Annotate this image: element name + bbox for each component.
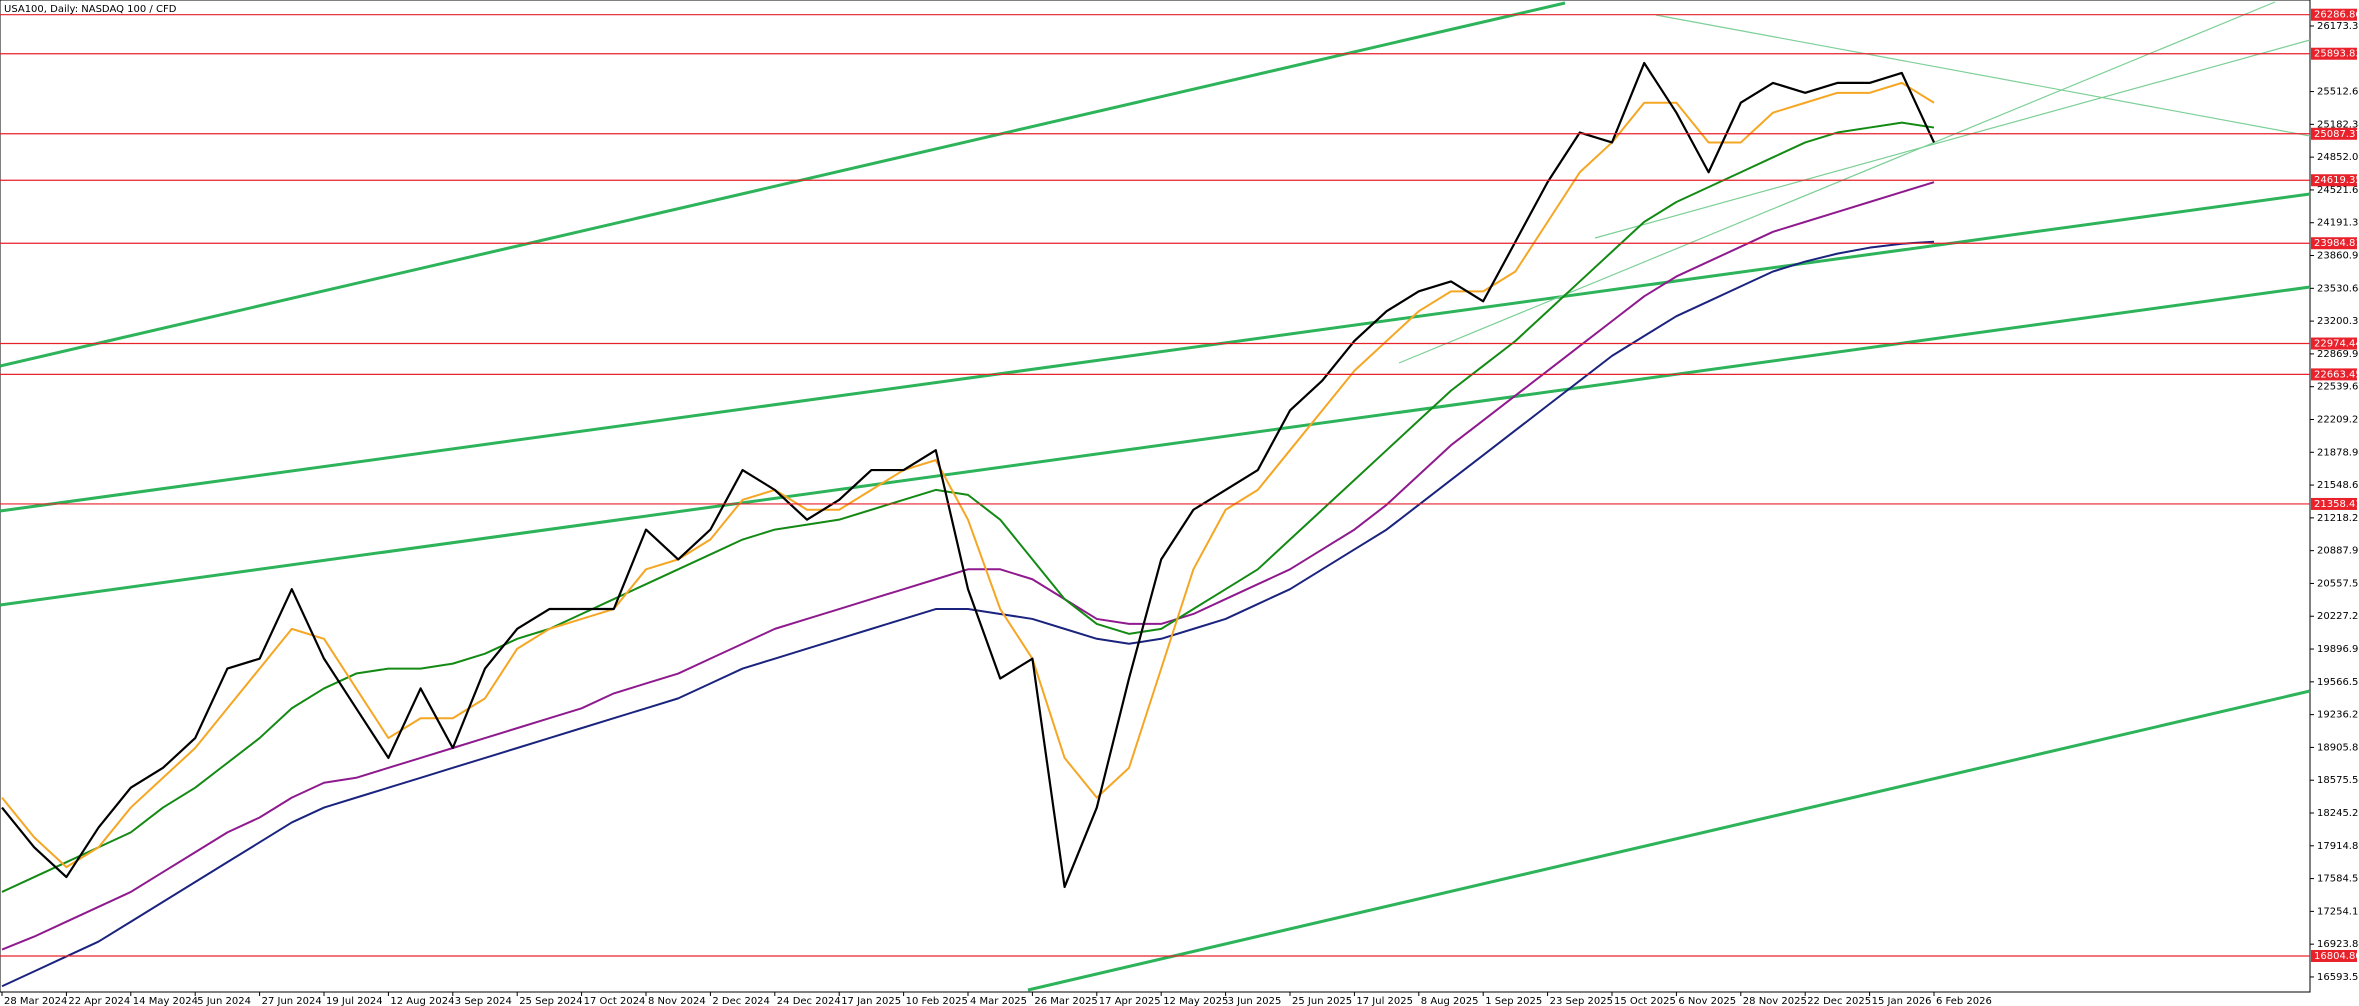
y-tick-label: 23530.64 — [2317, 283, 2359, 294]
level-label: 25893.83 — [2314, 49, 2359, 60]
y-tick-label: 19236.22 — [2317, 710, 2359, 721]
level-label-box — [2311, 174, 2357, 187]
level-label-box — [2311, 949, 2357, 962]
x-tick-label: 28 Nov 2025 — [1743, 996, 1807, 1006]
x-tick-label: 22 Dec 2025 — [1807, 996, 1871, 1006]
level-label: 22663.45 — [2314, 369, 2359, 380]
trendline — [0, 192, 2311, 513]
y-tick-label: 18905.88 — [2317, 742, 2359, 753]
y-tick-label: 21548.60 — [2317, 480, 2359, 491]
level-label-box — [2311, 47, 2357, 60]
y-tick-label: 20887.92 — [2317, 546, 2359, 557]
chart-title: USA100, Daily: NASDAQ 100 / CFD — [4, 4, 177, 15]
y-tick-label: 19896.90 — [2317, 644, 2359, 655]
y-tick-label: 23860.98 — [2317, 251, 2359, 262]
y-tick-label: 24521.66 — [2317, 185, 2359, 196]
level-label: 16804.80 — [2314, 951, 2359, 962]
y-tick-label: 19566.56 — [2317, 677, 2359, 688]
y-tick-label: 16923.84 — [2317, 939, 2359, 950]
x-tick-label: 23 Sep 2025 — [1550, 996, 1613, 1006]
x-tick-label: 1 Sep 2025 — [1485, 996, 1542, 1006]
x-tick-label: 12 Aug 2024 — [390, 996, 454, 1006]
level-label-box — [2311, 127, 2357, 140]
x-tick-label: 3 Jun 2025 — [1228, 996, 1282, 1006]
y-tick-label: 18575.54 — [2317, 775, 2359, 786]
trendline — [1398, 1, 2276, 364]
x-tick-label: 22 Apr 2024 — [68, 996, 130, 1006]
y-tick-label: 26173.36 — [2317, 21, 2359, 32]
series-line — [1, 121, 1935, 893]
x-tick-label: 26 Mar 2025 — [1034, 996, 1097, 1006]
x-tick-label: 8 Nov 2024 — [648, 996, 706, 1006]
x-tick-label: 17 Apr 2025 — [1099, 996, 1161, 1006]
x-tick-label: 15 Oct 2025 — [1614, 996, 1676, 1006]
x-tick-label: 15 Jan 2026 — [1872, 996, 1932, 1006]
x-tick-label: 12 May 2025 — [1163, 996, 1228, 1006]
x-tick-label: 10 Feb 2025 — [906, 996, 968, 1006]
x-tick-label: 5 Jun 2024 — [197, 996, 251, 1006]
level-label: 21358.41 — [2314, 499, 2359, 510]
y-tick-label: 17914.86 — [2317, 841, 2359, 852]
y-tick-label: 25512.68 — [2317, 87, 2359, 98]
level-label: 22974.44 — [2314, 339, 2359, 350]
y-tick-label: 23200.30 — [2317, 316, 2359, 327]
y-tick-label: 20557.58 — [2317, 578, 2359, 589]
trendline — [1027, 689, 2311, 992]
plot-frame — [0, 0, 2311, 993]
x-tick-label: 6 Nov 2025 — [1678, 996, 1736, 1006]
x-tick-label: 3 Sep 2024 — [455, 996, 512, 1006]
x-tick-label: 25 Sep 2024 — [519, 996, 582, 1006]
level-label: 23984.81 — [2314, 238, 2359, 249]
x-tick-label: 17 Oct 2024 — [584, 996, 646, 1006]
x-tick-label: 6 Feb 2026 — [1936, 996, 1992, 1006]
y-tick-label: 22869.96 — [2317, 349, 2359, 360]
level-label-box — [2311, 237, 2357, 250]
y-tick-label: 24852.00 — [2317, 152, 2359, 163]
y-tick-label: 18245.20 — [2317, 808, 2359, 819]
x-tick-label: 14 May 2024 — [133, 996, 198, 1006]
level-label-box — [2311, 368, 2357, 381]
level-label: 26286.86 — [2314, 10, 2359, 21]
x-tick-label: 27 Jun 2024 — [262, 996, 322, 1006]
trendline — [0, 285, 2311, 607]
y-tick-label: 17584.52 — [2317, 874, 2359, 885]
level-label-box — [2311, 497, 2357, 510]
trendline — [1655, 14, 2311, 137]
y-tick-label: 21218.26 — [2317, 513, 2359, 524]
series-line — [1, 181, 1935, 951]
level-label: 25087.37 — [2314, 129, 2359, 140]
trendline — [1594, 39, 2311, 239]
x-tick-label: 17 Jan 2025 — [841, 996, 901, 1006]
level-label-box — [2311, 8, 2357, 21]
y-tick-label: 25182.34 — [2317, 119, 2359, 130]
y-tick-label: 24191.32 — [2317, 218, 2359, 229]
y-tick-label: 16593.50 — [2317, 972, 2359, 983]
series-line — [1, 61, 1935, 889]
x-tick-label: 8 Aug 2025 — [1421, 996, 1479, 1006]
y-tick-label: 20227.24 — [2317, 611, 2359, 622]
x-tick-label: 25 Jun 2025 — [1292, 996, 1352, 1006]
thin-trendlines — [1398, 1, 2311, 364]
y-tick-label: 17254.18 — [2317, 906, 2359, 917]
level-label-box — [2311, 337, 2357, 350]
level-label: 24619.35 — [2314, 175, 2359, 186]
x-tick-label: 4 Mar 2025 — [970, 996, 1027, 1006]
x-tick-label: 2 Dec 2024 — [712, 996, 770, 1006]
x-tick-label: 17 Jul 2025 — [1356, 996, 1413, 1006]
y-tick-label: 22209.28 — [2317, 414, 2359, 425]
series-line — [1, 240, 1935, 988]
x-tick-label: 19 Jul 2024 — [326, 996, 383, 1006]
x-tick-label: 24 Dec 2024 — [777, 996, 841, 1006]
trendlines — [0, 1, 2311, 992]
x-tick-label: 28 Mar 2024 — [4, 996, 67, 1006]
y-tick-label: 22539.62 — [2317, 382, 2359, 393]
y-tick-label: 21878.94 — [2317, 447, 2359, 458]
trendline — [0, 1, 1566, 368]
